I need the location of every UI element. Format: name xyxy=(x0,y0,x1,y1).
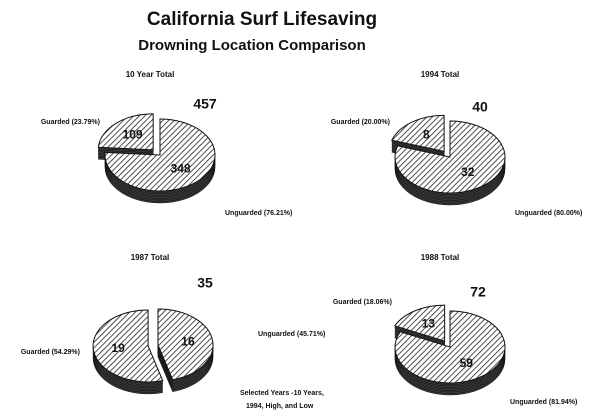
page-title: California Surf Lifesaving xyxy=(147,9,377,30)
slice-label: 32 xyxy=(461,165,475,179)
note: Selected Years -10 Years, xyxy=(240,390,324,397)
category-label: Unguarded (45.71%) xyxy=(258,331,325,338)
pie-title: 1994 Total xyxy=(421,70,460,79)
slice xyxy=(394,310,506,384)
pie-title: 10 Year Total xyxy=(126,70,175,79)
note: 1994, High, and Low xyxy=(246,403,314,410)
slice xyxy=(92,309,164,383)
pie-total: 35 xyxy=(197,275,213,291)
pie-title: 1987 Total xyxy=(131,253,170,262)
category-label: Unguarded (80.00%) xyxy=(515,210,582,217)
slice xyxy=(157,308,214,381)
slice-label: 8 xyxy=(423,127,430,141)
category-label: Guarded (18.06%) xyxy=(333,299,392,306)
page-subtitle: Drowning Location Comparison xyxy=(138,37,366,54)
pie-total: 457 xyxy=(193,96,217,112)
pie-total: 72 xyxy=(470,284,486,300)
slice-label: 59 xyxy=(460,356,474,370)
pie-title: 1988 Total xyxy=(421,253,460,262)
category-label: Guarded (54.29%) xyxy=(21,349,80,356)
category-label: Guarded (23.79%) xyxy=(41,119,100,126)
slice xyxy=(97,113,154,151)
slice xyxy=(394,120,506,194)
category-label: Unguarded (76.21%) xyxy=(225,210,292,217)
slice-label: 19 xyxy=(111,341,125,355)
category-label: Guarded (20.00%) xyxy=(331,119,390,126)
pie-total: 40 xyxy=(472,99,488,115)
slice-label: 348 xyxy=(171,162,191,176)
slice-label: 16 xyxy=(181,335,195,349)
slice-label: 13 xyxy=(422,317,436,331)
slice xyxy=(393,304,446,342)
slice xyxy=(104,118,216,192)
slice xyxy=(391,114,445,152)
category-label: Unguarded (81.94%) xyxy=(510,399,577,406)
slice-label: 109 xyxy=(123,128,143,142)
